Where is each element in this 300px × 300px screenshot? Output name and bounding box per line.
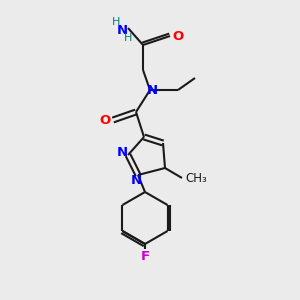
Text: O: O bbox=[99, 113, 111, 127]
Text: F: F bbox=[140, 250, 150, 263]
Text: H: H bbox=[112, 17, 120, 27]
Text: N: N bbox=[116, 146, 128, 160]
Text: CH₃: CH₃ bbox=[185, 172, 207, 184]
Text: N: N bbox=[116, 23, 128, 37]
Text: N: N bbox=[146, 83, 158, 97]
Text: N: N bbox=[130, 173, 142, 187]
Text: O: O bbox=[172, 29, 184, 43]
Text: H: H bbox=[124, 33, 132, 43]
